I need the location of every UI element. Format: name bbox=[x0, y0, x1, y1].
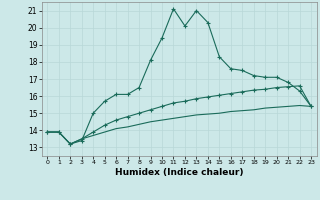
X-axis label: Humidex (Indice chaleur): Humidex (Indice chaleur) bbox=[115, 168, 244, 177]
